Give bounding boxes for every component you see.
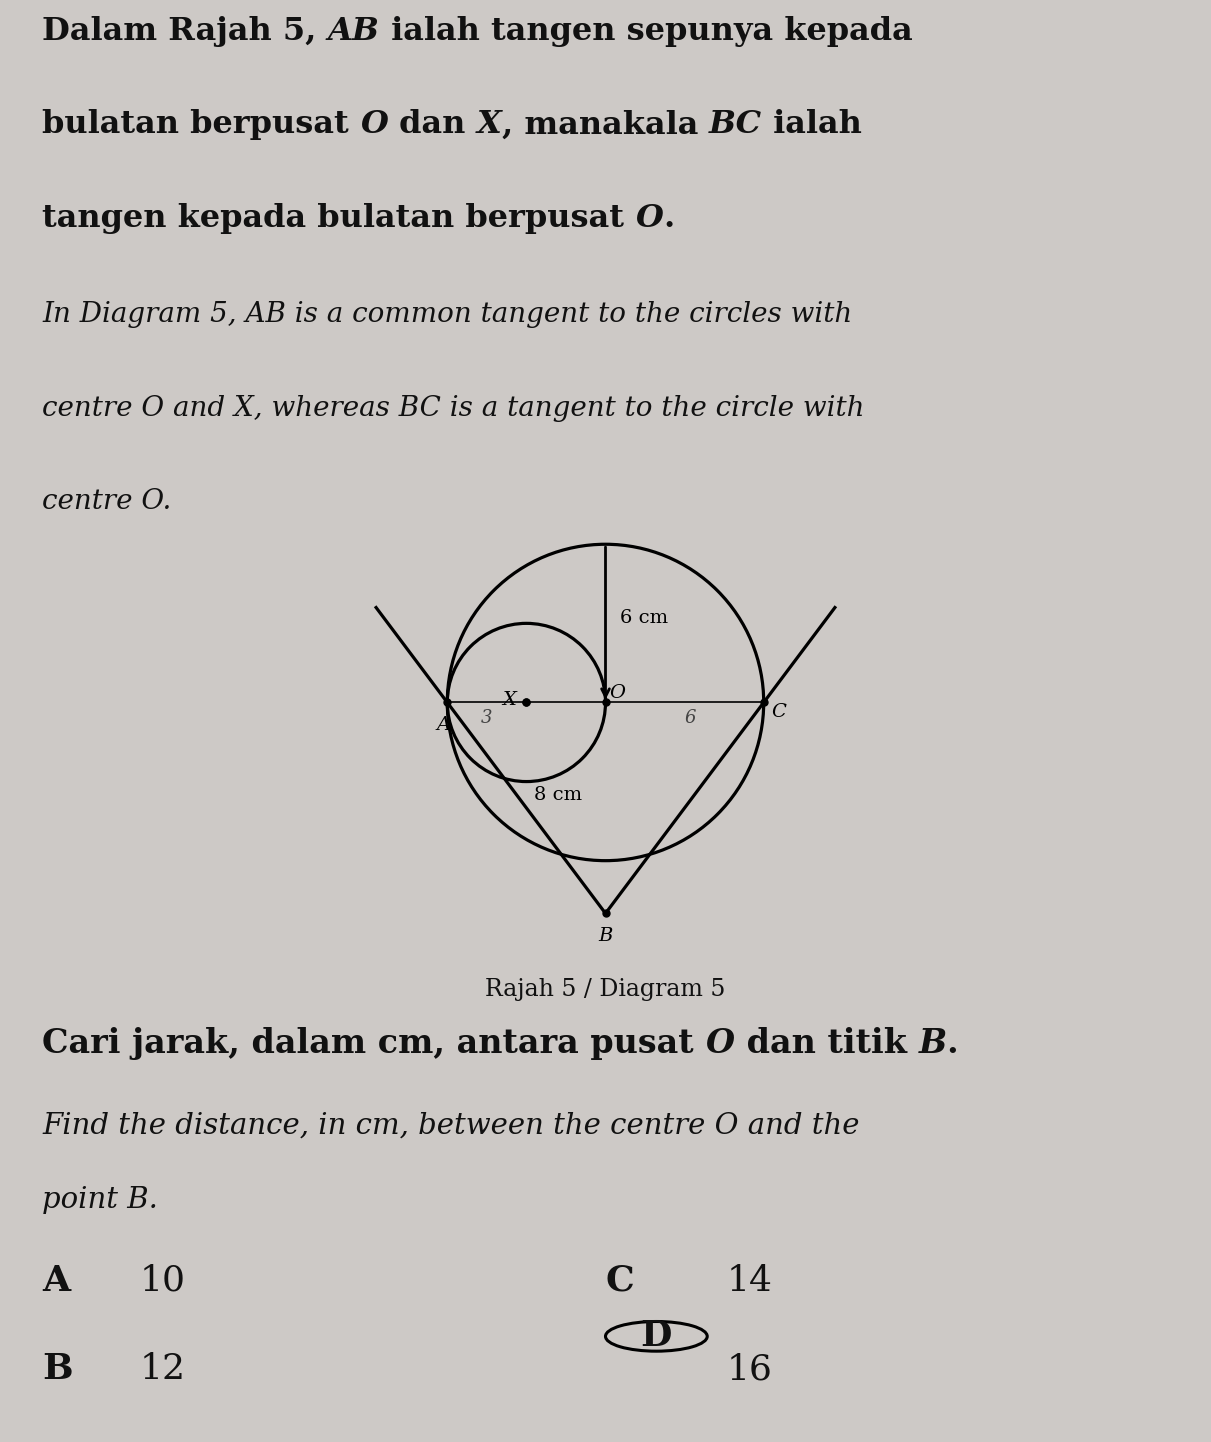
Text: 3: 3	[481, 709, 493, 727]
Text: dan titik: dan titik	[735, 1027, 918, 1060]
Text: X: X	[477, 110, 501, 140]
Text: C: C	[770, 702, 786, 721]
Text: centre O and X, whereas BC is a tangent to the circle with: centre O and X, whereas BC is a tangent …	[42, 395, 865, 423]
Text: O: O	[609, 685, 625, 702]
Text: tangen kepada bulatan berpusat: tangen kepada bulatan berpusat	[42, 203, 636, 234]
Text: .: .	[664, 203, 675, 234]
Text: O: O	[360, 110, 389, 140]
Text: dan: dan	[389, 110, 477, 140]
Text: B: B	[42, 1353, 73, 1386]
Text: A: A	[42, 1263, 70, 1298]
Text: AB: AB	[328, 16, 380, 48]
Text: C: C	[606, 1263, 635, 1298]
Text: Dalam Rajah 5,: Dalam Rajah 5,	[42, 16, 328, 48]
Text: D: D	[641, 1319, 672, 1354]
Text: bulatan berpusat: bulatan berpusat	[42, 110, 360, 140]
Text: point B.: point B.	[42, 1187, 159, 1214]
Text: ialah: ialah	[762, 110, 862, 140]
Text: 8 cm: 8 cm	[534, 786, 582, 803]
Text: .: .	[947, 1027, 958, 1060]
Text: ialah tangen sepunya kepada: ialah tangen sepunya kepada	[380, 16, 913, 48]
Text: In Diagram 5, AB is a common tangent to the circles with: In Diagram 5, AB is a common tangent to …	[42, 301, 853, 329]
Text: Cari jarak, dalam cm, antara pusat: Cari jarak, dalam cm, antara pusat	[42, 1027, 706, 1060]
Text: centre O.: centre O.	[42, 489, 172, 515]
Text: 16: 16	[727, 1353, 773, 1386]
Text: Find the distance, in cm, between the centre O and the: Find the distance, in cm, between the ce…	[42, 1112, 860, 1141]
Text: O: O	[636, 203, 664, 234]
Text: O: O	[706, 1027, 735, 1060]
Text: , manakala: , manakala	[501, 110, 708, 140]
Text: 10: 10	[139, 1263, 185, 1298]
Text: 12: 12	[139, 1353, 185, 1386]
Text: B: B	[918, 1027, 947, 1060]
Text: X: X	[503, 691, 516, 709]
Text: 6: 6	[684, 709, 695, 727]
Text: 6 cm: 6 cm	[620, 609, 668, 627]
Text: Rajah 5 / Diagram 5: Rajah 5 / Diagram 5	[486, 978, 725, 1001]
Text: A: A	[436, 715, 450, 734]
Text: BC: BC	[708, 110, 762, 140]
Text: 14: 14	[727, 1263, 773, 1298]
Text: B: B	[598, 927, 613, 945]
